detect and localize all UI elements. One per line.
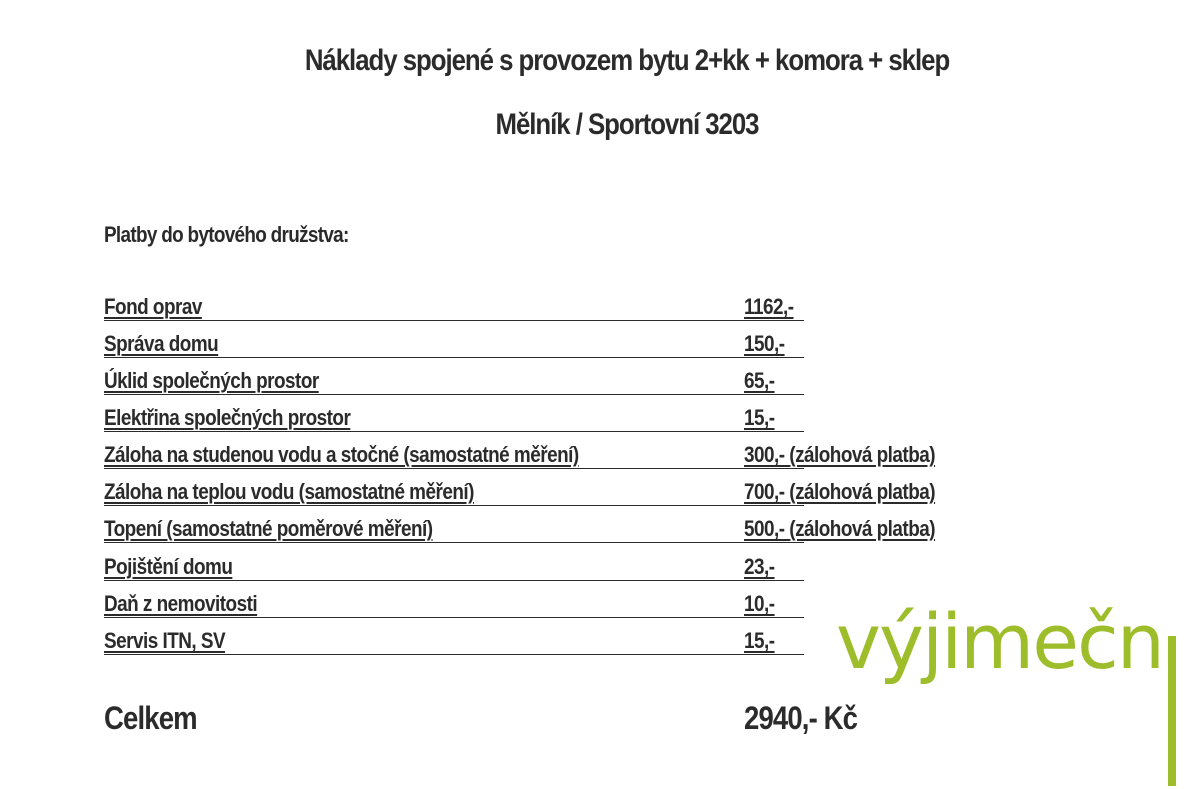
cost-label: Topení (samostatné poměrové měření)	[104, 516, 433, 541]
cost-row-servis: Servis ITN, SV 15,-	[104, 628, 1004, 658]
cost-label: Úklid společných prostor	[104, 368, 319, 393]
cost-row-pojisteni: Pojištění domu 23,-	[104, 554, 1004, 584]
cost-value: 15,-	[744, 628, 775, 653]
cost-label: Záloha na studenou vodu a stočné (samost…	[104, 442, 579, 467]
underline-rule	[104, 542, 804, 543]
underline-rule	[104, 505, 804, 506]
cost-row-studena-voda: Záloha na studenou vodu a stočné (samost…	[104, 442, 1004, 472]
cost-row-sprava-domu: Správa domu 150,-	[104, 331, 1004, 361]
cost-value: 300,- (zálohová platba)	[744, 442, 936, 467]
cost-row-dan: Daň z nemovitosti 10,-	[104, 591, 1004, 621]
cost-label: Elektřina společných prostor	[104, 405, 351, 430]
cost-label: Fond oprav	[104, 294, 202, 319]
cost-value: 65,-	[744, 368, 775, 393]
cost-row-elektrina: Elektřina společných prostor 15,-	[104, 405, 1004, 435]
underline-rule	[104, 431, 804, 432]
cost-row-fond-oprav: Fond oprav 1162,-	[104, 294, 1004, 324]
cost-value: 23,-	[744, 554, 775, 579]
section-heading: Platby do bytového družstva:	[104, 222, 349, 247]
underline-rule	[104, 320, 804, 321]
cost-row-uklid: Úklid společných prostor 65,-	[104, 368, 1004, 398]
cost-value: 700,- (zálohová platba)	[744, 479, 936, 504]
cost-value: 1162,-	[744, 294, 794, 319]
underline-rule	[104, 617, 804, 618]
document-title: Náklady spojené s provozem bytu 2+kk + k…	[304, 44, 950, 77]
cost-value: 15,-	[744, 405, 775, 430]
brand-logo: výjimečn	[836, 597, 1165, 686]
cost-label: Pojištění domu	[104, 554, 233, 579]
total-row: Celkem 2940,- Kč	[104, 700, 1004, 744]
underline-rule	[104, 468, 804, 469]
document-subtitle-address: Mělník / Sportovní 3203	[495, 108, 759, 141]
cost-label: Záloha na teplou vodu (samostatné měření…	[104, 479, 474, 504]
underline-rule	[104, 580, 804, 581]
cost-value: 150,-	[744, 331, 785, 356]
cost-label: Daň z nemovitosti	[104, 591, 258, 616]
total-value: 2940,- Kč	[744, 700, 858, 736]
cost-label: Správa domu	[104, 331, 219, 356]
underline-rule	[104, 357, 804, 358]
underline-rule	[104, 654, 804, 655]
underline-rule	[104, 394, 804, 395]
brand-logo-bar	[1168, 636, 1176, 786]
cost-label: Servis ITN, SV	[104, 628, 226, 653]
total-label: Celkem	[104, 700, 198, 736]
cost-value: 10,-	[744, 591, 775, 616]
cost-row-topeni: Topení (samostatné poměrové měření) 500,…	[104, 516, 1004, 546]
cost-row-tepla-voda: Záloha na teplou vodu (samostatné měření…	[104, 479, 1004, 509]
cost-value: 500,- (zálohová platba)	[744, 516, 936, 541]
